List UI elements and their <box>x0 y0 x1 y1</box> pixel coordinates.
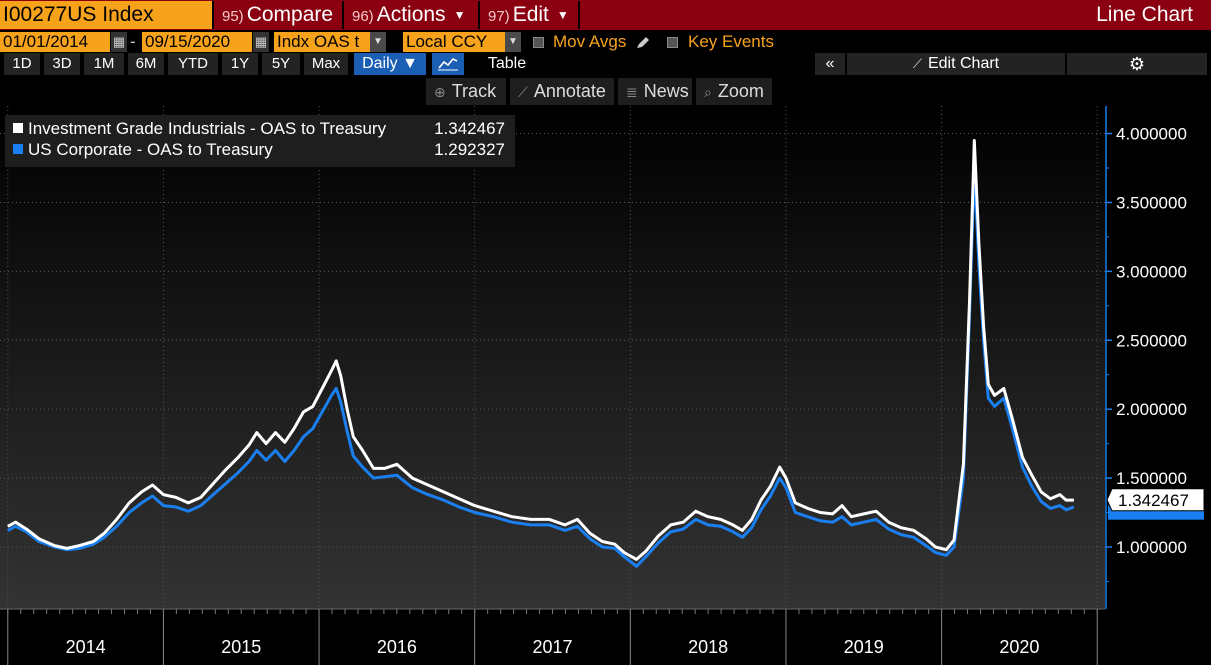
legend: Investment Grade Industrials - OAS to Tr… <box>5 115 515 167</box>
key-events-label: Key Events <box>688 32 774 51</box>
edit-shortcut: 97) <box>488 8 510 25</box>
x-tick-label: 2014 <box>66 637 106 657</box>
chart-type-title: Line Chart <box>1096 3 1193 26</box>
x-tick-label: 2020 <box>999 637 1039 657</box>
table-button[interactable]: Table <box>470 53 544 75</box>
legend-item-series-2: US Corporate - OAS to Treasury <box>13 140 273 160</box>
period-1d[interactable]: 1D <box>4 53 40 75</box>
field-select[interactable]: Indx OAS t <box>274 32 370 52</box>
actions-label: Actions <box>376 3 446 26</box>
calendar-icon[interactable]: ▦ <box>111 32 127 52</box>
y-axis-area <box>1105 106 1211 609</box>
track-button[interactable]: ⊕ Track <box>426 78 506 105</box>
news-label: News <box>643 81 689 101</box>
header-bar: I00277US Index 95) Compare 96) Actions ▼ 97… <box>0 0 1211 30</box>
start-date-field[interactable]: 01/01/2014 <box>0 32 110 52</box>
period-5y[interactable]: 5Y <box>262 53 300 75</box>
compare-label: Compare <box>246 3 334 26</box>
edit-button[interactable]: 97) Edit ▼ <box>480 1 578 29</box>
line-chart[interactable]: 2014 2015 2016 2017 2018 2019 2020 4.000000 3.5… <box>0 106 1211 665</box>
calendar-icon[interactable]: ▦ <box>253 32 269 52</box>
x-tick-label: 2017 <box>532 637 572 657</box>
tool-bar: ⊕ Track ⟋ Annotate ≣ News ⌕ Zoom <box>0 76 1211 106</box>
edit-chart-label: Edit Chart <box>927 55 1000 72</box>
period-bar: 1D 3D 1M 6M YTD 1Y 5Y Max Daily ▼ Table « ⟋ Edit… <box>0 52 1211 76</box>
ticker-field[interactable]: I00277US Index <box>0 1 212 29</box>
gear-icon[interactable]: ⚙ <box>1067 53 1207 75</box>
legend-swatch <box>13 123 23 133</box>
mov-avgs-checkbox[interactable] <box>533 37 544 48</box>
pencil-icon[interactable] <box>635 36 651 50</box>
track-label: Track <box>451 81 497 101</box>
x-tick-label: 2018 <box>688 637 728 657</box>
chevron-down-icon[interactable]: ▼ <box>370 32 386 52</box>
zoom-button[interactable]: ⌕ Zoom <box>696 78 772 105</box>
period-6m[interactable]: 6M <box>128 53 164 75</box>
divider <box>578 1 580 29</box>
date-range-dash: - <box>130 32 136 51</box>
divider <box>212 1 214 29</box>
period-max[interactable]: Max <box>304 53 348 75</box>
annotate-button[interactable]: ⟋ Annotate <box>510 78 614 105</box>
currency-select[interactable]: Local CCY <box>403 32 505 52</box>
period-1y[interactable]: 1Y <box>222 53 258 75</box>
legend-series-2-name: US Corporate - OAS to Treasury <box>28 140 273 159</box>
double-chevron-left-icon[interactable]: « <box>815 53 845 75</box>
edit-chart-button[interactable]: ⟋ Edit Chart <box>847 53 1065 75</box>
news-icon: ≣ <box>626 84 638 100</box>
period-1m[interactable]: 1M <box>84 53 124 75</box>
y-tick-label: 2.000000 <box>1116 400 1187 419</box>
y-tick-label: 1.000000 <box>1116 538 1187 557</box>
legend-series-1-value: 1.342467 <box>434 119 505 138</box>
line-chart-icon[interactable] <box>432 53 464 75</box>
y-tick-label: 4.000000 <box>1116 125 1187 144</box>
actions-shortcut: 96) <box>352 8 374 25</box>
chevron-down-icon: ▼ <box>556 8 569 22</box>
compare-button[interactable]: 95) Compare <box>214 1 342 29</box>
plot-area <box>0 106 1105 609</box>
last-value-label: 1.342467 <box>1118 491 1189 510</box>
compare-shortcut: 95) <box>222 8 244 25</box>
chevron-down-icon: ▼ <box>453 8 466 22</box>
period-3d[interactable]: 3D <box>44 53 80 75</box>
magnifier-icon: ⌕ <box>704 84 712 100</box>
series-line-2[interactable] <box>7 166 1075 568</box>
annotate-icon: ⟋ <box>518 84 528 100</box>
chevron-down-icon[interactable]: ▼ <box>505 32 521 52</box>
x-tick-label: 2019 <box>844 637 884 657</box>
y-tick-label: 2.500000 <box>1116 331 1187 350</box>
frequency-select[interactable]: Daily ▼ <box>354 53 426 75</box>
mov-avgs-label: Mov Avgs <box>553 32 627 51</box>
legend-series-2-value: 1.292327 <box>434 140 505 159</box>
crosshair-icon: ⊕ <box>434 84 446 100</box>
zoom-label: Zoom <box>717 81 764 101</box>
news-button[interactable]: ≣ News <box>618 78 692 105</box>
period-ytd[interactable]: YTD <box>168 53 218 75</box>
legend-series-1-name: Investment Grade Industrials - OAS to Tr… <box>28 119 387 138</box>
chart-edit-icon: ⟋ <box>912 56 922 71</box>
annotate-label: Annotate <box>533 81 606 101</box>
y-tick-label: 1.500000 <box>1116 469 1187 488</box>
controls-bar: 01/01/2014 ▦ - 09/15/2020 ▦ Indx OAS t ▼… <box>0 30 1211 52</box>
legend-item-series-1: Investment Grade Industrials - OAS to Tr… <box>13 119 386 139</box>
last-value-marker <box>1106 488 1205 512</box>
divider <box>478 1 480 29</box>
x-tick-label: 2015 <box>221 637 261 657</box>
series-line-1[interactable] <box>7 139 1074 561</box>
end-date-field[interactable]: 09/15/2020 <box>142 32 252 52</box>
x-axis-area <box>0 609 1211 665</box>
actions-button[interactable]: 96) Actions ▼ <box>344 1 478 29</box>
divider <box>342 1 344 29</box>
y-tick-label: 3.000000 <box>1116 262 1187 281</box>
key-events-checkbox[interactable] <box>667 37 678 48</box>
x-tick-label: 2016 <box>377 637 417 657</box>
edit-label: Edit <box>512 3 549 26</box>
legend-swatch <box>13 144 23 154</box>
y-tick-label: 3.500000 <box>1116 193 1187 212</box>
